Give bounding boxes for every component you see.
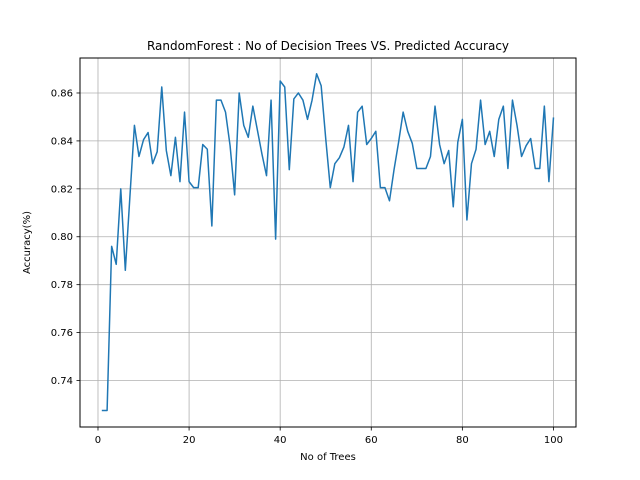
x-tick-label: 60 (365, 435, 378, 446)
x-axis-label: No of Trees (300, 452, 356, 463)
y-tick-label: 0.82 (51, 184, 73, 195)
tick-layer: 0 20 40 60 80 100 0.74 0.76 0.78 0.80 0.82 0.84 0.86 (51, 88, 563, 446)
x-tick-label: 40 (274, 435, 287, 446)
y-tick-label: 0.74 (51, 376, 73, 387)
y-axis-label: Accuracy(%) (22, 211, 33, 274)
y-tick-label: 0.76 (51, 328, 73, 339)
y-tick-label: 0.86 (51, 88, 73, 99)
chart-title: RandomForest : No of Decision Trees VS. … (147, 39, 509, 53)
x-tick-label: 80 (456, 435, 469, 446)
accuracy-series-line (101, 73, 555, 412)
line-layer (101, 73, 555, 412)
y-tick-label: 0.80 (51, 232, 73, 243)
y-tick-label: 0.78 (51, 280, 73, 291)
x-tick-label: 0 (95, 435, 101, 446)
x-tick-label: 100 (544, 435, 563, 446)
y-tick-label: 0.84 (51, 136, 73, 147)
plot-area-frame (79, 57, 577, 428)
x-tick-label: 20 (183, 435, 196, 446)
